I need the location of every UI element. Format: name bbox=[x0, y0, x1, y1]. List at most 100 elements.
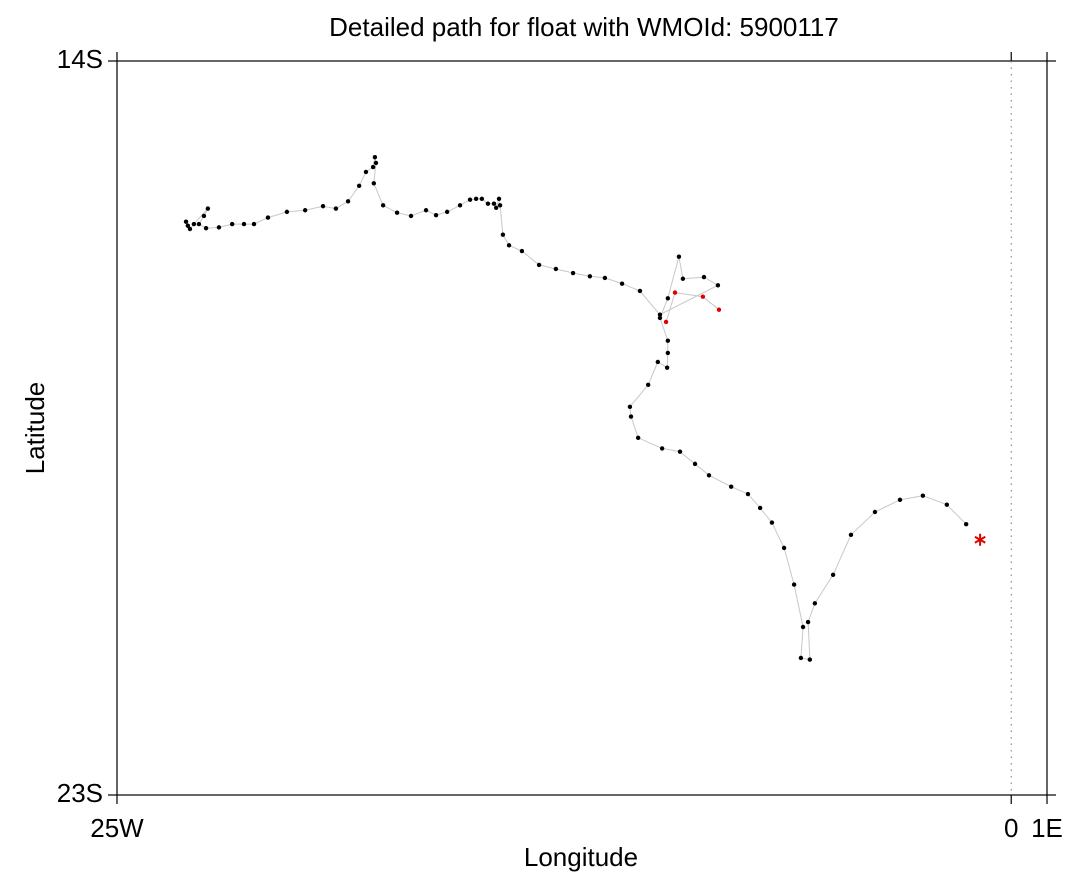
position-point bbox=[371, 181, 377, 186]
plot-frame bbox=[116, 60, 1048, 796]
position-point bbox=[491, 201, 497, 206]
position-point bbox=[800, 624, 806, 630]
position-point bbox=[185, 223, 191, 228]
position-point bbox=[493, 205, 499, 210]
position-point bbox=[706, 473, 712, 478]
position-point bbox=[251, 221, 257, 227]
position-point bbox=[284, 209, 290, 215]
position-point bbox=[677, 449, 683, 454]
position-point bbox=[500, 232, 506, 237]
position-point bbox=[423, 208, 429, 213]
position-point bbox=[496, 196, 502, 202]
position-point bbox=[356, 183, 362, 188]
position-point bbox=[791, 582, 797, 587]
position-point bbox=[627, 404, 633, 409]
position-point bbox=[587, 274, 593, 279]
position-point bbox=[664, 365, 670, 370]
position-point bbox=[628, 414, 634, 419]
position-point bbox=[570, 270, 576, 276]
position-point bbox=[485, 201, 491, 206]
x-tick-label: 0 bbox=[1004, 813, 1018, 843]
position-point bbox=[805, 619, 811, 625]
position-point bbox=[807, 657, 813, 662]
position-point bbox=[602, 275, 608, 281]
position-point bbox=[692, 461, 698, 467]
position-point bbox=[872, 509, 878, 515]
position-point bbox=[265, 215, 271, 220]
position-point bbox=[715, 283, 721, 288]
position-point bbox=[757, 505, 763, 511]
x-tick-label: 25W bbox=[90, 813, 144, 843]
position-point bbox=[205, 206, 211, 211]
y-tick-label: 14S bbox=[57, 44, 103, 74]
position-point bbox=[506, 243, 512, 248]
position-point bbox=[665, 350, 671, 356]
position-point bbox=[728, 484, 734, 489]
position-point bbox=[745, 491, 751, 497]
position-point bbox=[619, 281, 625, 286]
position-point bbox=[798, 655, 804, 661]
position-point bbox=[479, 196, 485, 202]
position-point bbox=[657, 315, 663, 321]
position-point bbox=[665, 338, 671, 343]
start-marker bbox=[974, 533, 986, 546]
position-point bbox=[680, 276, 686, 281]
chart-title: Detailed path for float with WMOId: 5900… bbox=[329, 12, 839, 42]
position-point bbox=[473, 196, 479, 202]
position-point bbox=[380, 203, 386, 208]
position-point bbox=[700, 294, 706, 299]
position-point bbox=[944, 502, 950, 507]
position-point bbox=[920, 493, 926, 498]
position-point bbox=[635, 435, 641, 440]
position-point bbox=[553, 266, 559, 272]
x-tick-label: 1E bbox=[1031, 813, 1063, 843]
position-point bbox=[372, 155, 378, 160]
y-tick-label: 23S bbox=[57, 778, 103, 808]
position-point bbox=[848, 532, 854, 538]
position-point bbox=[363, 169, 369, 175]
position-point bbox=[663, 319, 669, 325]
position-point bbox=[665, 296, 671, 301]
position-point bbox=[394, 210, 400, 215]
y-axis-label: Latitude bbox=[20, 382, 50, 475]
position-point bbox=[203, 225, 209, 231]
position-point bbox=[812, 601, 818, 606]
position-point bbox=[645, 382, 651, 387]
position-point bbox=[433, 212, 439, 218]
position-point bbox=[659, 446, 665, 451]
position-point bbox=[196, 221, 202, 227]
position-point bbox=[497, 203, 503, 208]
position-point bbox=[320, 203, 326, 209]
position-point bbox=[536, 262, 542, 268]
position-point bbox=[370, 164, 376, 170]
position-point bbox=[345, 199, 351, 204]
position-point bbox=[637, 288, 643, 294]
position-point bbox=[302, 208, 308, 213]
position-point bbox=[229, 221, 235, 227]
position-point bbox=[457, 203, 463, 208]
position-point bbox=[519, 248, 525, 254]
track-line bbox=[665, 292, 720, 323]
position-point bbox=[408, 213, 414, 219]
position-point bbox=[716, 307, 722, 312]
x-axis-label: Longitude bbox=[524, 842, 638, 872]
position-point bbox=[241, 221, 247, 227]
position-point bbox=[187, 226, 193, 232]
position-point bbox=[201, 213, 207, 219]
position-point bbox=[655, 359, 661, 365]
position-point bbox=[769, 520, 775, 525]
position-point bbox=[444, 209, 450, 215]
position-point bbox=[191, 221, 197, 227]
position-point bbox=[183, 219, 189, 224]
track-line bbox=[185, 157, 967, 661]
position-point bbox=[830, 572, 836, 577]
position-point bbox=[657, 312, 663, 317]
position-point bbox=[216, 225, 222, 230]
position-point bbox=[672, 290, 678, 295]
position-point bbox=[373, 160, 379, 166]
position-point bbox=[467, 197, 473, 202]
position-point bbox=[676, 254, 682, 259]
position-point bbox=[781, 545, 787, 551]
